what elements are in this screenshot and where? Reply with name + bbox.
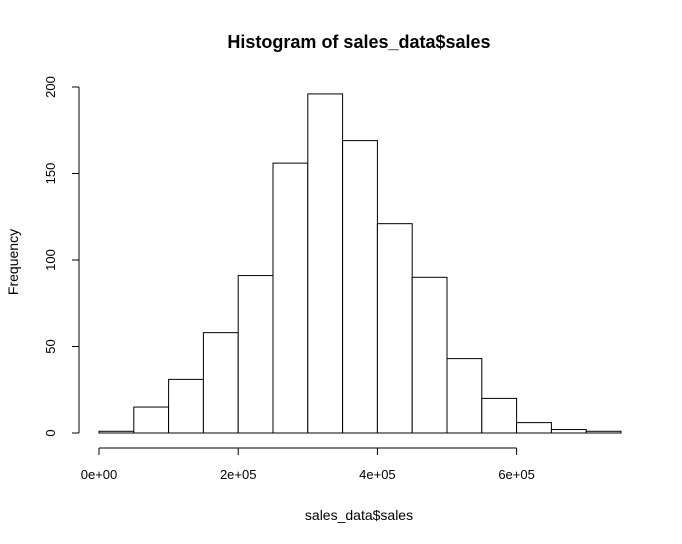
- histogram-bar: [516, 422, 552, 434]
- histogram-bar: [307, 93, 344, 434]
- histogram-bar: [376, 223, 413, 434]
- histogram-bar: [481, 397, 518, 434]
- x-tick-label: 0e+00: [81, 467, 118, 482]
- x-axis: 0e+00 2e+05 4e+05 6e+05: [81, 447, 535, 482]
- histogram-bar: [133, 406, 170, 434]
- histogram-bar: [585, 430, 622, 434]
- histogram-bar: [446, 358, 483, 434]
- histogram-bar: [202, 332, 239, 434]
- x-tick-label: 4e+05: [359, 467, 396, 482]
- y-tick-label: 50: [43, 339, 58, 353]
- x-tick-label: 6e+05: [498, 467, 535, 482]
- histogram-bar: [550, 429, 587, 434]
- histogram-bar: [342, 140, 378, 434]
- y-tick-label: 0: [43, 429, 58, 436]
- histogram-bar: [237, 275, 274, 434]
- histogram-bar: [272, 162, 309, 434]
- histogram-bar: [168, 378, 204, 434]
- y-axis-label: Frequency: [5, 229, 21, 295]
- y-tick-label: 100: [43, 249, 58, 271]
- x-axis-label: sales_data$sales: [305, 507, 413, 523]
- y-tick-label: 150: [43, 163, 58, 185]
- histogram-bar: [411, 276, 448, 434]
- x-tick-label: 2e+05: [220, 467, 257, 482]
- y-tick-label: 200: [43, 76, 58, 98]
- y-axis: 0 50 100 150 200: [43, 76, 80, 437]
- bars-group: [98, 93, 622, 434]
- chart-title: Histogram of sales_data$sales: [227, 32, 490, 52]
- histogram-bar: [98, 430, 135, 434]
